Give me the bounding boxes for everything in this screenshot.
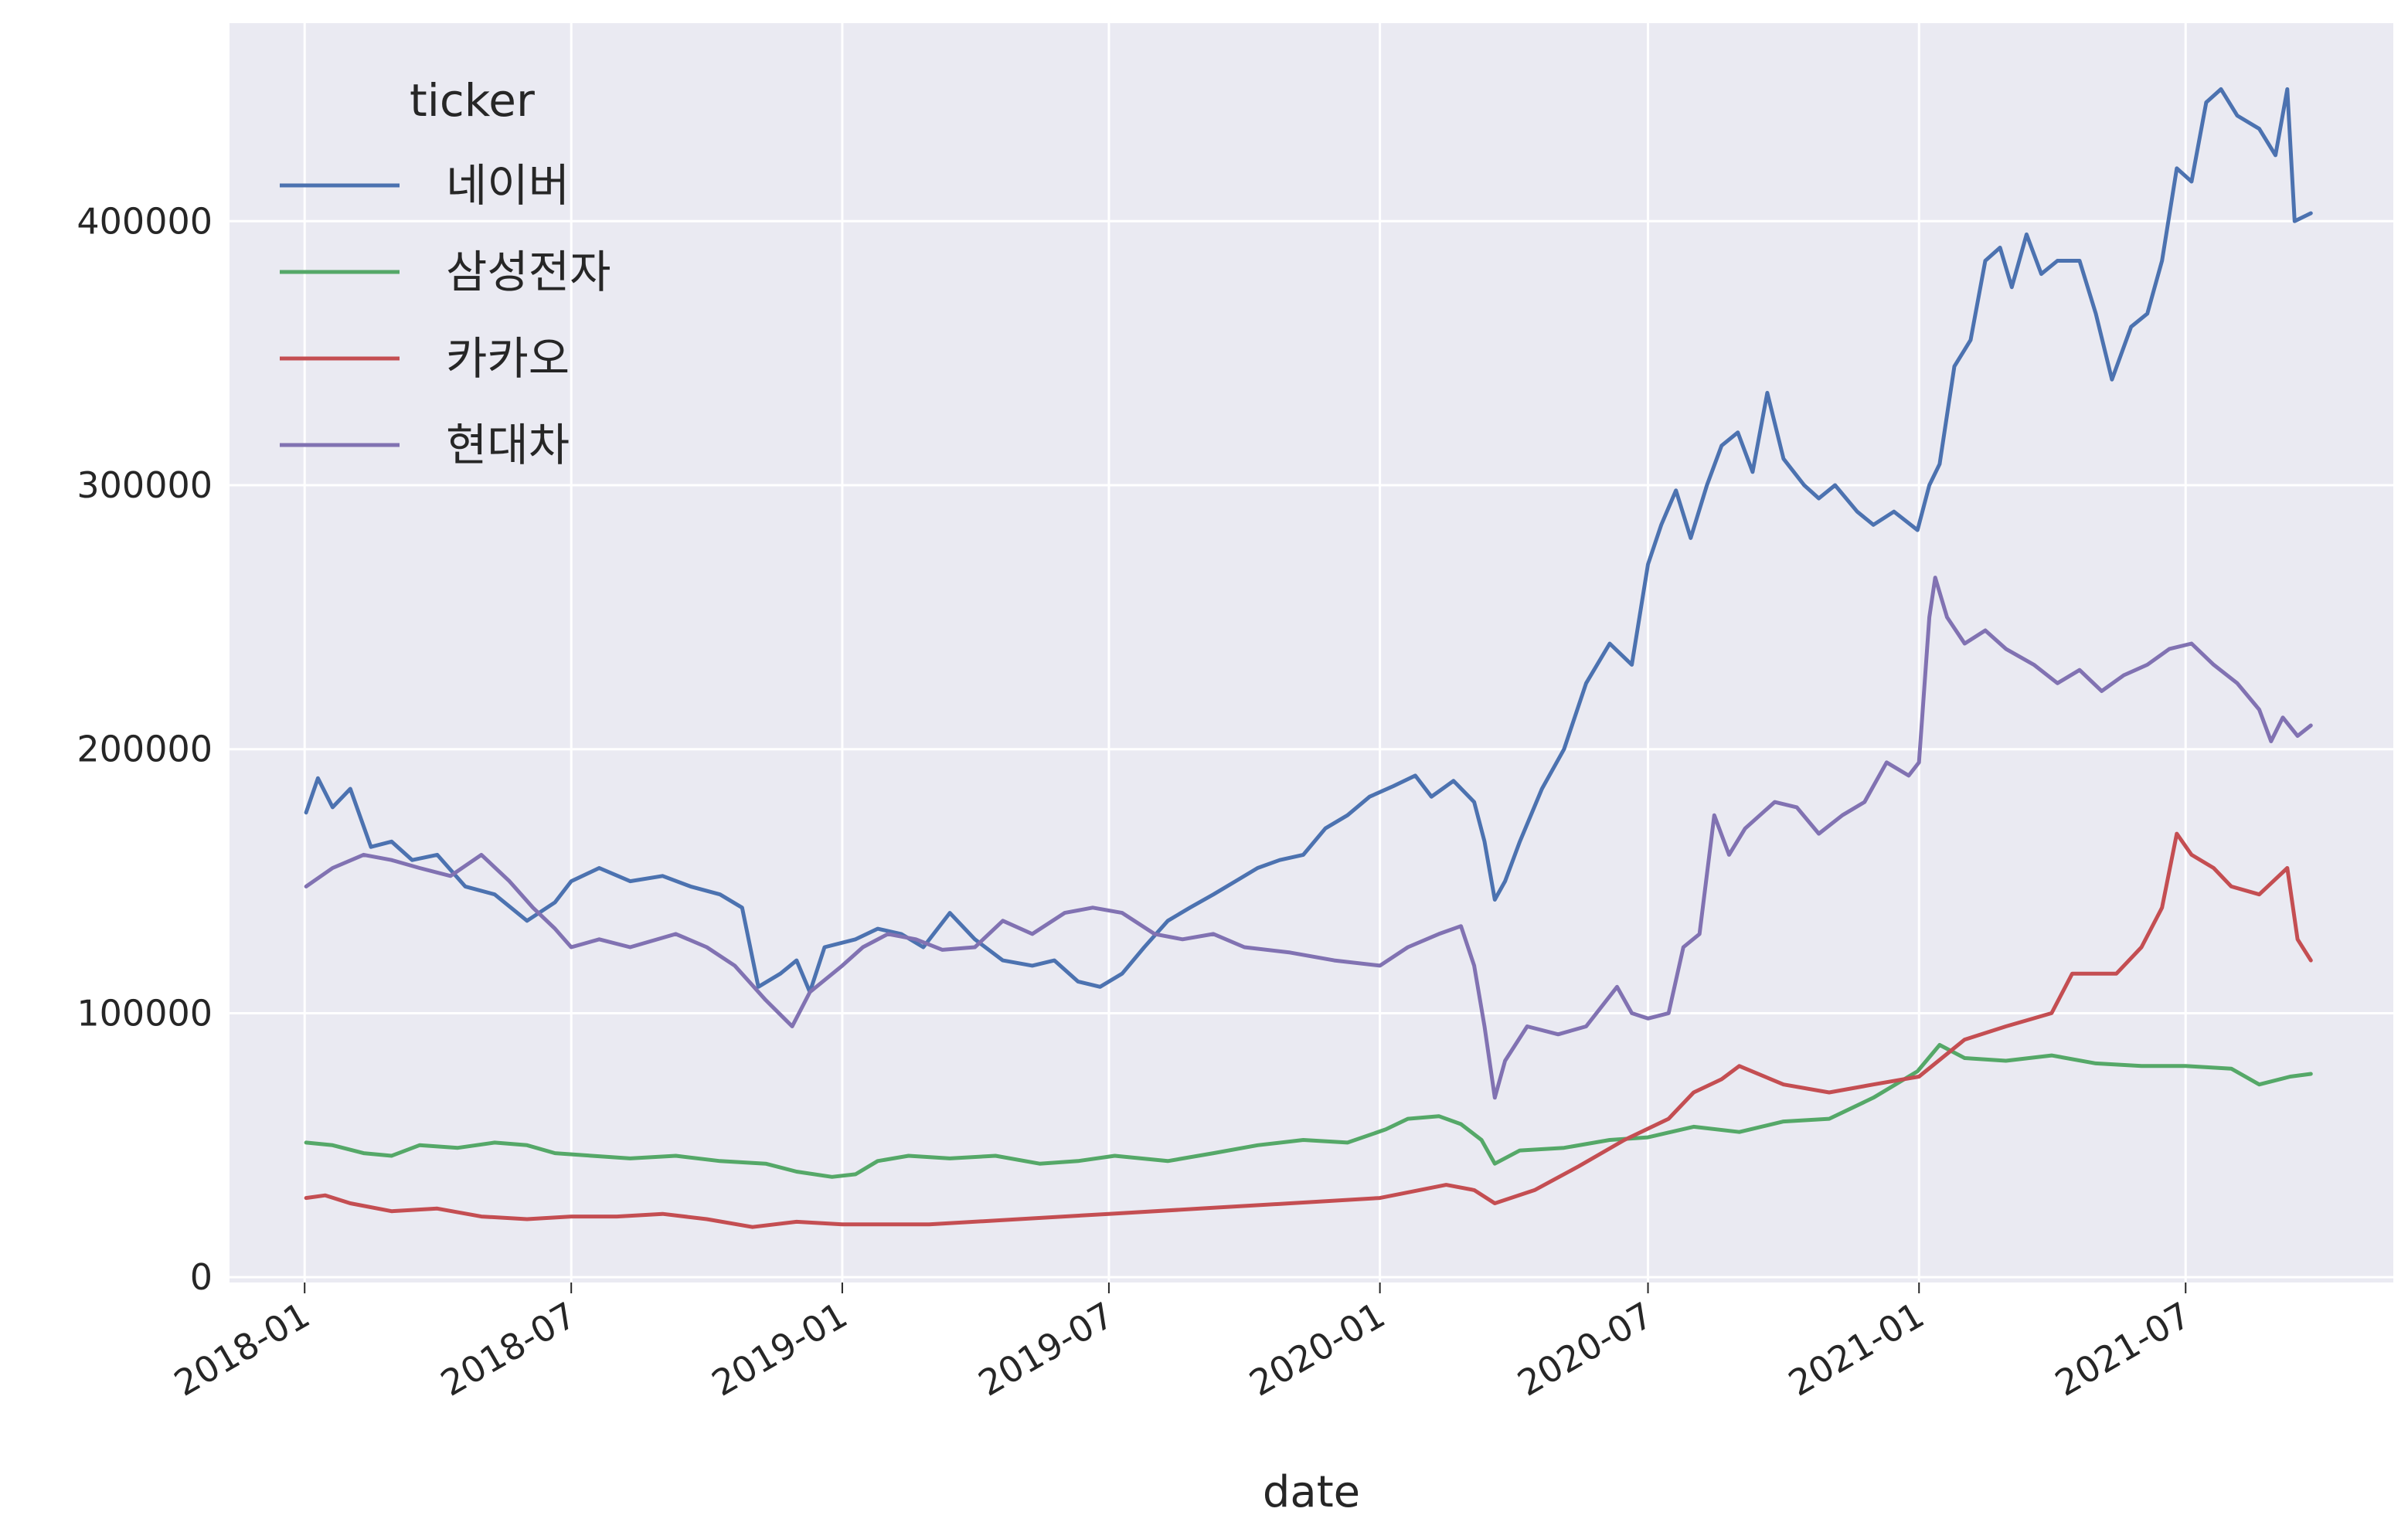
grid <box>230 23 2393 1293</box>
x-tick-label: 2018-07 <box>434 1294 583 1405</box>
x-tick-label: 2018-01 <box>167 1294 316 1405</box>
y-tick-label: 0 <box>190 1256 213 1298</box>
x-tick-label: 2019-01 <box>705 1294 854 1405</box>
x-tick-label: 2021-07 <box>2048 1294 2197 1405</box>
y-tick-label: 400000 <box>77 200 213 242</box>
x-tick-label: 2020-01 <box>1243 1294 1392 1405</box>
legend-label: 카카오 <box>446 332 570 385</box>
legend-label: 현대차 <box>446 419 570 471</box>
y-tick-label: 200000 <box>77 729 213 770</box>
series-line-2 <box>304 831 2313 1229</box>
y-tick-label: 300000 <box>77 464 213 506</box>
legend-label: 삼성전자 <box>446 246 611 298</box>
series-line-1 <box>304 1043 2313 1179</box>
series-line-0 <box>304 87 2313 994</box>
legend-label: 네이버 <box>446 159 570 212</box>
plot-background <box>230 23 2393 1282</box>
y-tick-label: 100000 <box>77 992 213 1034</box>
x-tick-label: 2020-07 <box>1511 1294 1660 1405</box>
x-axis-title: date <box>1263 1467 1360 1517</box>
x-tick-label: 2021-01 <box>1781 1294 1930 1405</box>
series-lines <box>304 87 2313 1229</box>
legend-title: ticker <box>410 74 535 127</box>
series-line-3 <box>304 576 2313 1100</box>
x-tick-label: 2019-07 <box>971 1294 1121 1405</box>
